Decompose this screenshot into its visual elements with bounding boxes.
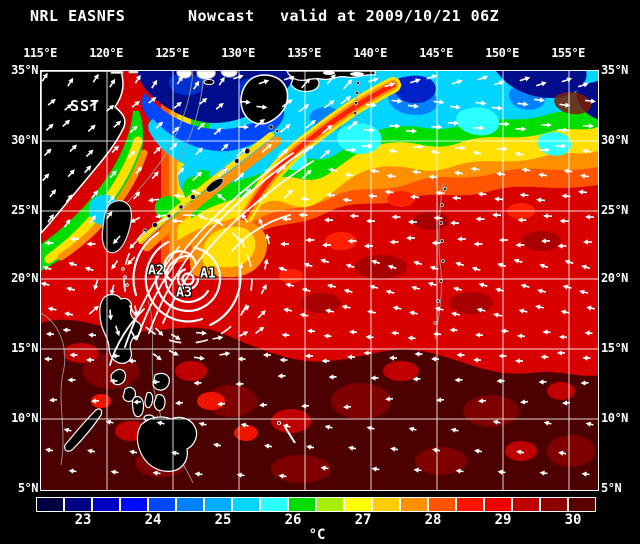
lon-tick-label: 130°E [221,46,255,60]
lat-tick-label: 20°N [11,271,38,285]
colorbar-tick-label: 29 [494,512,512,528]
storm-point-label-a3: A3 [176,285,192,301]
colorbar-cell [344,497,372,512]
jeju-island [203,79,215,85]
lat-tick-label: 20°N [601,271,628,285]
lon-tick-label: 145°E [419,46,453,60]
colorbar-cell [64,497,92,512]
colorbar-cell [92,497,120,512]
lat-tick-label: 35°N [11,63,38,77]
storm-point-label-a1: A1 [200,266,216,282]
colorbar-cell [400,497,428,512]
colorbar-cell [36,497,64,512]
typhoon-spiral [109,214,291,366]
colorbar-tick-label: 25 [214,512,232,528]
colorbar-cell [148,497,176,512]
colorbar-cell [484,497,512,512]
kyushu [240,74,289,125]
lat-tick-label: 5°N [17,481,39,495]
sst-field-plot [41,71,598,490]
colorbar-unit: °C [308,527,326,543]
lon-tick-label: 140°E [353,46,387,60]
lat-tick-label: 30°N [601,133,628,147]
lat-tick-label: 10°N [601,411,628,425]
lat-tick-label: 25°N [601,203,628,217]
valid-time-label: valid at 2009/10/21 06Z [280,7,500,25]
vector-arrows [41,72,596,479]
storm-point-label-a2: A2 [148,263,164,279]
lat-tick-label: 10°N [11,411,38,425]
colorbar-tick-label: 26 [284,512,302,528]
field-label: SST [70,97,101,115]
colorbar-tick-label: 27 [354,512,372,528]
lat-tick-label: 25°N [11,203,38,217]
lat-tick-label: 15°N [11,341,38,355]
colorbar-tick-label: 23 [74,512,92,528]
temperature-colorbar [36,497,598,512]
lat-tick-label: 15°N [601,341,628,355]
lon-tick-label: 135°E [287,46,321,60]
lat-tick-label: 35°N [601,63,628,77]
korea-coast [110,71,238,80]
product-title: NRL EASNFS [30,7,126,25]
colorbar-cell [288,497,316,512]
colorbar-tick-label: 24 [144,512,162,528]
colorbar-cell [428,497,456,512]
run-mode-label: Nowcast [188,7,255,25]
lat-tick-label: 30°N [11,133,38,147]
colorbar-tick-label: 28 [424,512,442,528]
colorbar-cell [540,497,568,512]
colorbar-tick-label: 30 [564,512,582,528]
colorbar-cell [204,497,232,512]
colorbar-cell [568,497,596,512]
colorbar-cell [176,497,204,512]
lat-tick-label: 5°N [601,481,622,495]
colorbar-cell [232,497,260,512]
colorbar-cell [512,497,540,512]
colorbar-cell [456,497,484,512]
colorbar-cell [120,497,148,512]
colorbar-cell [372,497,400,512]
lon-tick-label: 150°E [485,46,519,60]
colorbar-cell [316,497,344,512]
lon-tick-label: 155°E [551,46,585,60]
lon-tick-label: 115°E [23,46,57,60]
colorbar-cell [260,497,288,512]
map-area [40,70,599,491]
lon-tick-label: 120°E [89,46,123,60]
lon-tick-label: 125°E [155,46,189,60]
